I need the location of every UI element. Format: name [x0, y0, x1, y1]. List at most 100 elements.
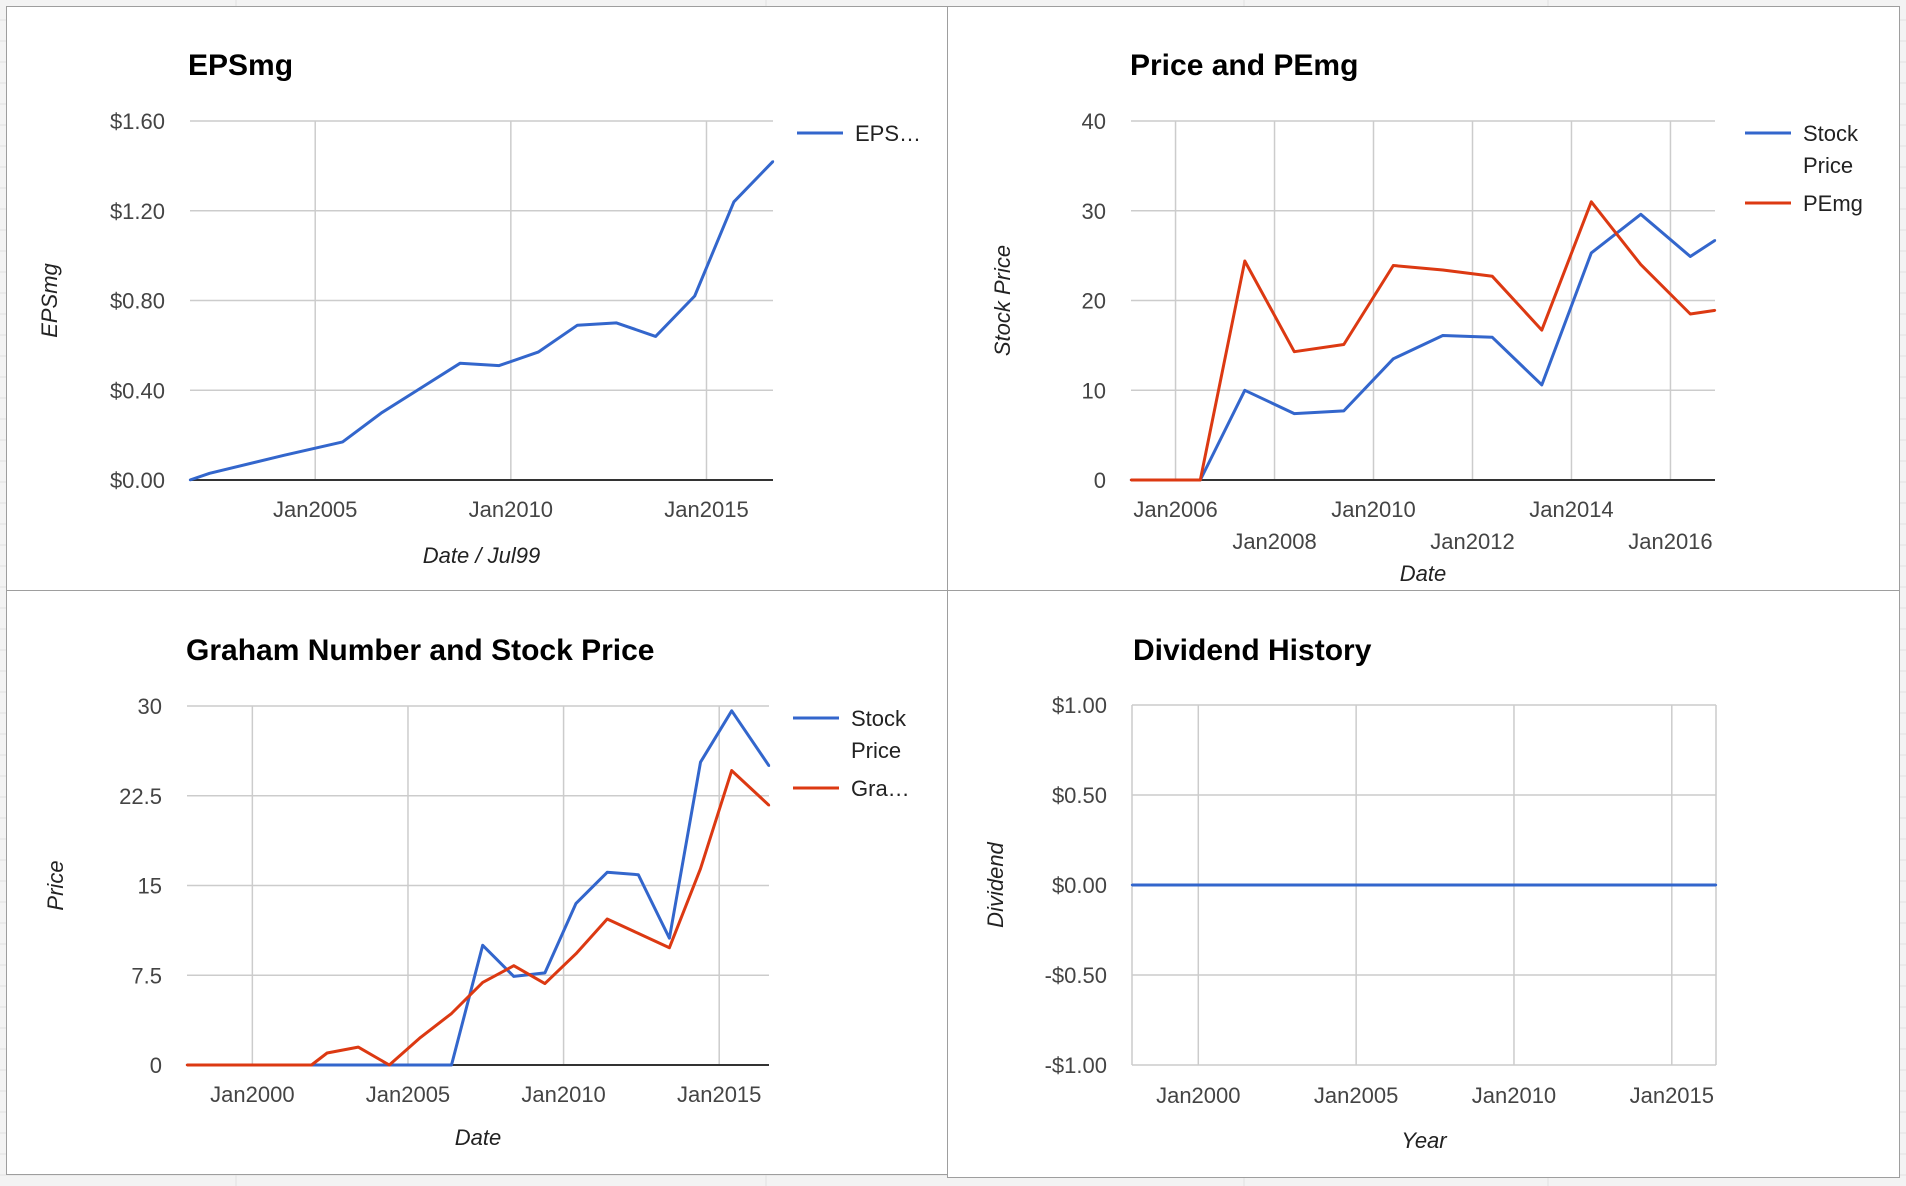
data-point [1590, 251, 1593, 255]
y-tick-label: 30 [138, 694, 162, 719]
data-point [1714, 883, 1718, 887]
data-point [1639, 263, 1642, 266]
data-point [419, 386, 423, 390]
data-point [699, 761, 702, 764]
x-tick-label: Jan2000 [1156, 1083, 1240, 1108]
data-point [1243, 389, 1247, 392]
x-axis-label: Date [1400, 561, 1446, 586]
data-point [356, 1045, 360, 1049]
y-tick-label: $0.50 [1052, 783, 1107, 808]
x-tick-label: Jan2010 [1472, 1083, 1556, 1108]
data-point [1689, 255, 1692, 258]
data-point [637, 932, 640, 935]
data-point [1713, 239, 1717, 242]
x-tick-label: Jan2008 [1232, 529, 1316, 554]
data-point [1174, 478, 1177, 482]
chart-panel-epsmg[interactable]: EPSmg $0.00 $0.40 $0.80 $1.20 $1.60 Jan2005 Jan… [6, 6, 948, 591]
data-point [1392, 357, 1395, 361]
data-point [1342, 409, 1346, 413]
data-point [771, 160, 775, 163]
legend-label-line: PEmg [1803, 191, 1863, 216]
data-point [1293, 350, 1296, 353]
data-point [576, 323, 579, 327]
chart-title: Dividend History [1133, 634, 1372, 667]
legend-label: PEmg [1803, 191, 1863, 216]
legend-label: Stock Price [851, 706, 907, 763]
data-point [481, 944, 484, 947]
data-point [1639, 213, 1642, 216]
data-point [1491, 275, 1494, 278]
y-tick-label: -$0.50 [1045, 963, 1107, 988]
x-axis-label: Year [1401, 1128, 1448, 1153]
x-tick-label: Jan2005 [273, 497, 357, 522]
legend-label-line: Stock [1803, 121, 1859, 146]
y-tick-label: $0.40 [110, 378, 165, 403]
data-point [1342, 343, 1346, 346]
data-point [668, 946, 671, 949]
x-tick-label: Jan2005 [1314, 1083, 1398, 1108]
x-tick-label: Jan2015 [1630, 1083, 1714, 1108]
y-axis-label: Dividend [983, 841, 1008, 927]
data-point [1540, 328, 1543, 332]
chart-epsmg: EPSmg $0.00 $0.40 $0.80 $1.20 $1.60 Jan2005 Jan… [37, 49, 921, 568]
data-point [188, 478, 192, 482]
data-point [537, 350, 540, 354]
data-point [1590, 200, 1593, 203]
y-tick-label: 22.5 [119, 784, 162, 809]
chart-panel-graham-number[interactable]: Graham Number and Stock Price 0 7.5 15 22.5 3… [6, 590, 948, 1175]
data-point [730, 769, 733, 772]
y-tick-label: 0 [150, 1053, 162, 1078]
y-tick-label: 7.5 [131, 963, 162, 988]
data-point [512, 964, 515, 967]
x-tick-label: Jan2010 [1331, 497, 1415, 522]
chart-panel-dividend-history[interactable]: Dividend History -$1.00 -$0.50 $0.00 $0.50 $1… [947, 590, 1900, 1178]
data-point [185, 1063, 189, 1067]
chart-graham-number: Graham Number and Stock Price 0 7.5 15 22.5 3… [43, 634, 910, 1150]
legend-label-line: Gra… [851, 776, 910, 801]
chart-price-pemg: Price and PEmg 0 10 20 30 40 Jan2006 Jan2008 Jan… [990, 49, 1863, 586]
data-point [450, 1012, 453, 1015]
data-point [458, 362, 462, 365]
data-point [574, 952, 578, 955]
data-point [1491, 336, 1494, 339]
y-tick-label: $1.60 [110, 109, 165, 134]
data-point [767, 804, 771, 807]
data-point [605, 871, 609, 874]
y-tick-label: 20 [1082, 289, 1106, 314]
data-point [282, 454, 286, 457]
data-point [668, 936, 671, 940]
y-axis-label: EPSmg [37, 262, 62, 337]
y-tick-label: $0.00 [1052, 873, 1107, 898]
x-tick-label: Jan2012 [1430, 529, 1514, 554]
y-tick-label: $1.00 [1052, 693, 1107, 718]
data-point [1293, 412, 1296, 415]
data-point [1441, 268, 1444, 272]
x-tick-label: Jan2000 [210, 1082, 294, 1107]
chart-title: EPSmg [188, 49, 293, 82]
data-point [654, 335, 657, 338]
x-axis-label: Date [455, 1125, 501, 1150]
chart-title: Price and PEmg [1130, 49, 1358, 82]
chart-panel-price-pemg[interactable]: Price and PEmg 0 10 20 30 40 Jan2006 Jan2008 Jan… [947, 6, 1900, 591]
x-tick-label: Jan2006 [1133, 497, 1217, 522]
x-tick-label: Jan2010 [521, 1082, 605, 1107]
x-tick-label: Jan2015 [664, 497, 748, 522]
data-point [497, 364, 501, 367]
data-point [1199, 478, 1202, 482]
legend-label: Stock Price [1803, 121, 1859, 178]
data-point [767, 764, 771, 768]
x-tick-label: Jan2015 [677, 1082, 761, 1107]
data-point [543, 971, 547, 975]
y-tick-label: 10 [1082, 378, 1106, 403]
data-point [605, 917, 609, 921]
data-point [1689, 312, 1692, 316]
data-point [1540, 383, 1543, 387]
y-tick-label: 40 [1082, 109, 1106, 134]
legend-label-line: Price [851, 738, 901, 763]
data-point [574, 902, 578, 905]
data-point [699, 867, 702, 870]
y-tick-label: $0.00 [110, 468, 165, 493]
y-tick-label: $0.80 [110, 289, 165, 314]
x-tick-label: Jan2016 [1628, 529, 1712, 554]
x-tick-label: Jan2005 [366, 1082, 450, 1107]
